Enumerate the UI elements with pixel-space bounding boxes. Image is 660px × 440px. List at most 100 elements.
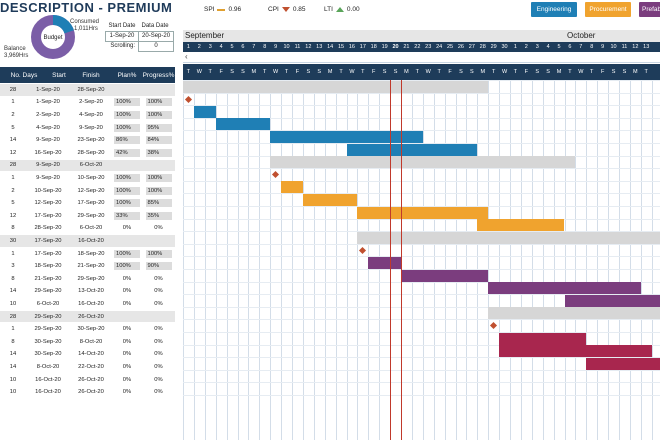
task-bar[interactable] (401, 269, 489, 282)
task-bar[interactable] (270, 130, 423, 143)
table-row[interactable]: 10 6-Oct-20 16-Oct-20 0% 0% (0, 298, 175, 310)
cell-plan-text: 100% (114, 262, 140, 271)
table-group-row[interactable]: 30 17-Sep-20 16-Oct-20 (0, 235, 175, 247)
day-number: 1 (186, 44, 190, 50)
table-row[interactable]: 3 18-Sep-20 21-Sep-20 100% 90% (0, 260, 175, 272)
table-row[interactable]: 12 16-Sep-20 28-Sep-20 42% 38% (0, 147, 175, 159)
engineering-button[interactable]: Engineering (531, 2, 577, 17)
cell-plan-text: 100% (114, 249, 140, 258)
cell-finish: 4-Sep-20 (70, 112, 112, 118)
day-letter: M (327, 69, 333, 75)
start-date-value[interactable]: 1-Sep-20 (104, 30, 140, 42)
grid-column-line (608, 80, 610, 440)
cell-start-text: 8-Oct-20 (36, 363, 60, 370)
day-letter: M (404, 69, 409, 75)
table-row[interactable]: 8 30-Sep-20 8-Oct-20 0% 0% (0, 336, 175, 348)
consumed-value: 1,011Hrs (74, 26, 98, 32)
data-date-value[interactable]: 20-Sep-20 (138, 30, 175, 42)
table-row[interactable]: 14 29-Sep-20 13-Oct-20 0% 0% (0, 286, 175, 298)
day-letter: M (556, 69, 562, 75)
day-letter: S (470, 69, 474, 75)
day-number: 27 (468, 44, 475, 50)
cell-finish-text: 23-Sep-20 (77, 137, 105, 144)
summary-bar[interactable] (270, 156, 576, 169)
task-bar[interactable] (586, 357, 660, 370)
task-bar[interactable] (368, 256, 401, 269)
kpi-spi: SPI 0.96 (204, 6, 241, 13)
table-row[interactable]: 14 30-Sep-20 14-Oct-20 0% 0% (0, 349, 175, 361)
task-bar[interactable] (357, 206, 489, 219)
milestone-diamond[interactable] (184, 95, 193, 103)
grid-row-line (183, 294, 660, 296)
task-bar[interactable] (346, 143, 478, 156)
table-group-row[interactable]: 28 9-Sep-20 6-Oct-20 (0, 159, 175, 172)
cell-start-text: 2-Sep-20 (36, 111, 60, 118)
milestone-diamond[interactable] (490, 322, 498, 330)
cell-plan-text: 0% (122, 376, 132, 383)
day-letter: S (546, 69, 550, 75)
day-number: 19 (381, 44, 388, 50)
task-bar[interactable] (499, 345, 652, 358)
day-letter: S (317, 69, 322, 75)
summary-bar[interactable] (357, 231, 660, 244)
grid-column-line (237, 80, 239, 440)
cell-plan: 100% (112, 123, 142, 132)
day-number: 20 (392, 44, 399, 50)
table-row[interactable]: 2 2-Sep-20 4-Sep-20 100% 100% (0, 109, 175, 121)
day-number: 1 (513, 44, 517, 50)
balance-label: Balance (4, 46, 26, 52)
task-bar[interactable] (215, 118, 271, 131)
cell-start: 6-Oct-20 (26, 301, 70, 307)
table-row[interactable]: 2 10-Sep-20 12-Sep-20 100% 100% (0, 185, 175, 197)
task-bar[interactable] (281, 181, 303, 194)
cell-finish-text: 18-Sep-20 (77, 250, 105, 257)
grid-column-line (455, 80, 457, 440)
task-bar[interactable] (488, 282, 641, 295)
spi-value: 0.96 (228, 6, 242, 13)
table-row[interactable]: 14 8-Oct-20 22-Oct-20 0% 0% (0, 361, 175, 373)
table-row[interactable]: 1 17-Sep-20 18-Sep-20 100% 100% (0, 248, 175, 260)
cell-days-text: 10 (9, 389, 17, 396)
cell-plan: 0% (112, 389, 142, 395)
task-bar[interactable] (302, 193, 358, 206)
task-bar[interactable] (477, 219, 565, 232)
cell-progress-text: 0% (154, 351, 163, 358)
table-row[interactable]: 5 4-Sep-20 9-Sep-20 100% 95% (0, 122, 175, 134)
milestone-diamond[interactable] (272, 171, 280, 179)
prefab-button[interactable]: Prefab (639, 2, 660, 17)
table-row[interactable]: 10 16-Oct-20 26-Oct-20 0% 0% (0, 374, 175, 386)
table-row[interactable]: 1 1-Sep-20 2-Sep-20 100% 100% (0, 97, 175, 109)
scroll-left-icon[interactable]: ‹ (185, 52, 188, 61)
table-row[interactable]: 8 28-Sep-20 6-Oct-20 0% 0% (0, 223, 175, 235)
table-row[interactable]: 10 16-Oct-20 26-Oct-20 0% 0% (0, 386, 175, 398)
table-row[interactable]: 8 21-Sep-20 29-Sep-20 0% 0% (0, 273, 175, 285)
task-bar[interactable] (564, 294, 660, 307)
table-row[interactable]: 5 12-Sep-20 17-Sep-20 100% 85% (0, 197, 175, 209)
grid-row-line (183, 344, 660, 346)
table-group-row[interactable]: 28 1-Sep-20 28-Sep-20 (0, 84, 175, 96)
procurement-button[interactable]: Procurement (585, 2, 631, 17)
cell-finish: 23-Sep-20 (70, 137, 112, 143)
summary-bar[interactable] (183, 80, 489, 93)
table-row[interactable]: 12 17-Sep-20 29-Sep-20 33% 35% (0, 210, 175, 222)
day-letter: W (196, 69, 202, 75)
cell-finish-text: 30-Sep-20 (77, 326, 105, 333)
summary-bar[interactable] (488, 307, 660, 320)
cell-finish: 13-Oct-20 (70, 288, 112, 294)
grid-column-line (270, 80, 272, 440)
table-row[interactable]: 1 29-Sep-20 30-Sep-20 0% 0% (0, 323, 175, 335)
table-group-row[interactable]: 28 29-Sep-20 26-Oct-20 (0, 310, 175, 323)
task-bar[interactable] (193, 105, 216, 118)
task-bar[interactable] (499, 332, 587, 345)
scrolling-value[interactable]: 0 (138, 40, 175, 52)
day-letter: S (535, 69, 540, 75)
cell-start-text: 29-Sep-20 (34, 288, 62, 295)
table-row[interactable]: 14 9-Sep-20 23-Sep-20 86% 84% (0, 134, 175, 146)
table-row[interactable]: 1 9-Sep-20 10-Sep-20 100% 100% (0, 172, 175, 184)
cpi-value: 0.85 (292, 6, 306, 13)
day-number: 9 (601, 44, 605, 50)
milestone-diamond[interactable] (359, 246, 367, 254)
cell-finish: 28-Sep-20 (70, 150, 112, 156)
day-letter: S (611, 69, 616, 75)
cell-finish-text: 4-Sep-20 (79, 111, 103, 118)
